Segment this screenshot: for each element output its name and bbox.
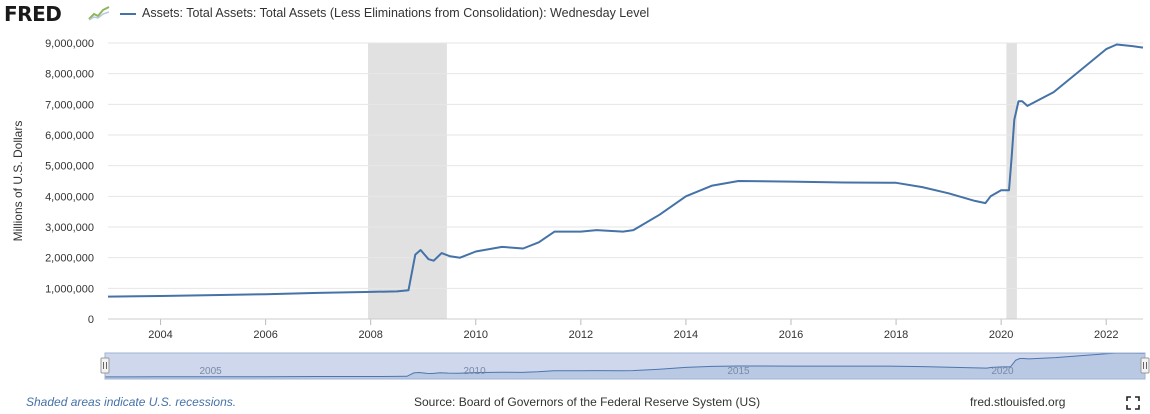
navigator-handle-right[interactable]: [1140, 357, 1150, 374]
x-tick-label: 2012: [569, 329, 593, 341]
x-tick-label: 2014: [674, 329, 698, 341]
fred-chart-icon: [88, 5, 110, 21]
y-tick-label: 5,000,000: [45, 161, 94, 173]
y-tick-label: 7,000,000: [45, 99, 94, 111]
navigator-tick-label: 2005: [199, 366, 222, 377]
y-tick-label: 3,000,000: [45, 222, 94, 234]
recession-note: Shaded areas indicate U.S. recessions.: [26, 395, 237, 409]
fullscreen-icon[interactable]: [1126, 396, 1140, 410]
legend-label: Assets: Total Assets: Total Assets (Less…: [142, 6, 650, 20]
x-tick-label: 2010: [464, 329, 488, 341]
x-tick-label: 2006: [253, 329, 277, 341]
y-tick-label: 9,000,000: [45, 38, 94, 50]
range-navigator[interactable]: 2005 2010 2015 2020: [0, 0, 1150, 390]
main-chart: 0 1,000,000 2,000,000 3,000,000 4,000,000 5,0…: [45, 38, 1144, 341]
y-tick-label: 2,000,000: [45, 253, 94, 265]
x-tick-label: 2022: [1094, 329, 1118, 341]
x-axis-ticks: 2004 2006 2008 2010 2012 2014 2016 2018 2020 2022: [108, 318, 1143, 341]
x-tick-label: 2004: [148, 329, 172, 341]
navigator-tick-label: 2010: [463, 366, 486, 377]
x-tick-label: 2008: [358, 329, 382, 341]
y-axis-ticks: 0 1,000,000 2,000,000 3,000,000 4,000,000 5,0…: [45, 38, 94, 326]
navigator-handle-left[interactable]: [100, 357, 110, 374]
y-tick-label: 1,000,000: [45, 283, 94, 295]
navigator-series: [104, 352, 1146, 380]
y-tick-label: 4,000,000: [45, 191, 94, 203]
navigator-tick-label: 2020: [991, 366, 1014, 377]
navigator-tick-label: 2015: [727, 366, 750, 377]
y-tick-label: 6,000,000: [45, 130, 94, 142]
chart-header: FRED Assets: Total Assets: Total Assets …: [0, 0, 1150, 30]
series-line-0: [107, 43, 1144, 298]
navigator-selection[interactable]: [104, 352, 1146, 380]
series-lines: [107, 43, 1144, 298]
x-tick-label: 2018: [884, 329, 908, 341]
x-tick-label: 2016: [779, 329, 803, 341]
source-text: Source: Board of Governors of the Federa…: [414, 395, 761, 409]
legend-swatch: [120, 13, 136, 15]
y-tick-label: 0: [88, 314, 94, 326]
recession-band-0: [368, 43, 447, 319]
recession-bands: [368, 43, 1017, 319]
fred-logo[interactable]: FRED: [4, 2, 62, 26]
recession-band-1: [1006, 43, 1017, 319]
x-tick-label: 2020: [989, 329, 1013, 341]
y-tick-label: 8,000,000: [45, 69, 94, 81]
source-url[interactable]: fred.stlouisfed.org: [970, 395, 1066, 409]
